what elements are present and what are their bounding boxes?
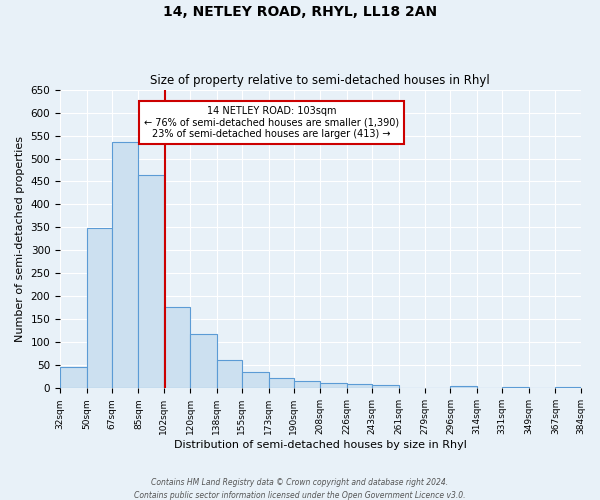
- Bar: [293, 382, 320, 388]
- Bar: [60, 366, 86, 388]
- Bar: [217, 360, 242, 388]
- Bar: [269, 378, 293, 388]
- Text: 14, NETLEY ROAD, RHYL, LL18 2AN: 14, NETLEY ROAD, RHYL, LL18 2AN: [163, 5, 437, 19]
- Bar: [139, 174, 164, 388]
- Text: Contains HM Land Registry data © Crown copyright and database right 2024.
Contai: Contains HM Land Registry data © Crown c…: [134, 478, 466, 500]
- Bar: [112, 142, 139, 388]
- Bar: [556, 387, 581, 388]
- Bar: [347, 384, 372, 388]
- Bar: [164, 306, 190, 388]
- Bar: [502, 387, 529, 388]
- Text: 14 NETLEY ROAD: 103sqm
← 76% of semi-detached houses are smaller (1,390)
23% of : 14 NETLEY ROAD: 103sqm ← 76% of semi-det…: [144, 106, 399, 139]
- Bar: [242, 372, 269, 388]
- Bar: [372, 384, 398, 388]
- Bar: [320, 384, 347, 388]
- X-axis label: Distribution of semi-detached houses by size in Rhyl: Distribution of semi-detached houses by …: [174, 440, 467, 450]
- Bar: [190, 334, 217, 388]
- Bar: [86, 228, 112, 388]
- Title: Size of property relative to semi-detached houses in Rhyl: Size of property relative to semi-detach…: [151, 74, 490, 87]
- Y-axis label: Number of semi-detached properties: Number of semi-detached properties: [15, 136, 25, 342]
- Bar: [451, 386, 477, 388]
